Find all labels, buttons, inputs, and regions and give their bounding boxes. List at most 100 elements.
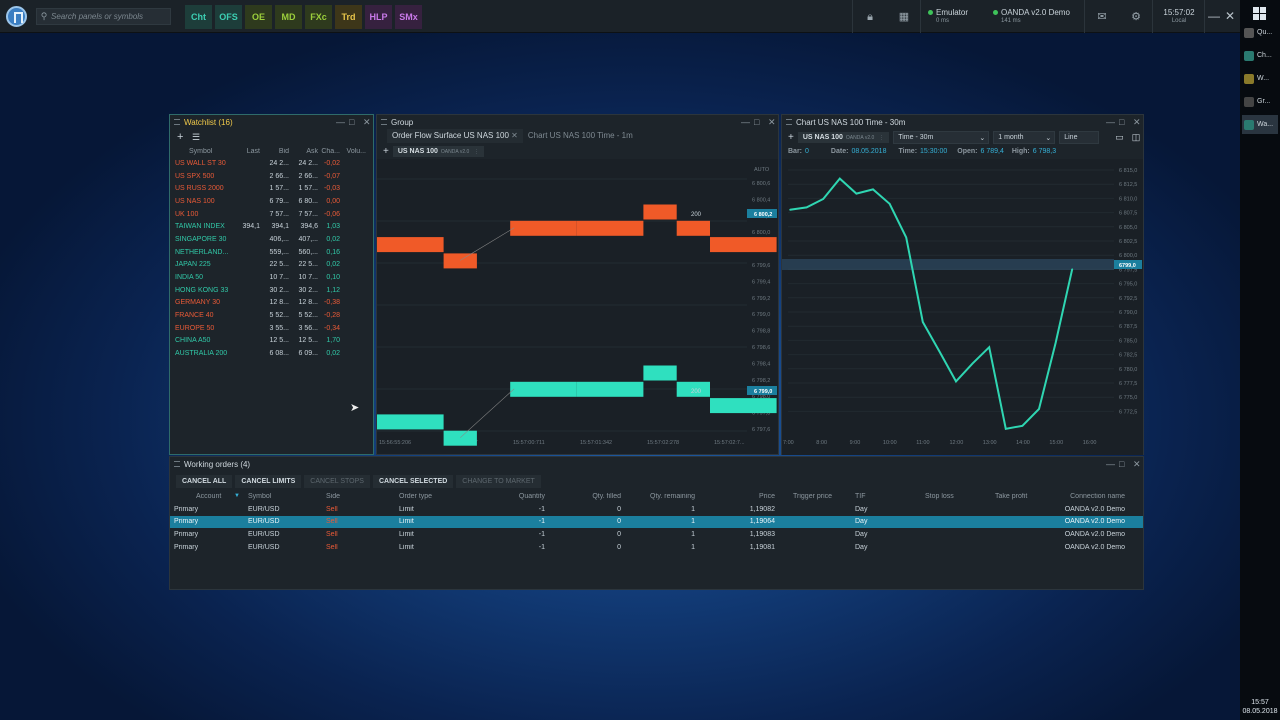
watchlist-row[interactable]: GERMANY 30 12 8... 12 8... -0,38 [170, 297, 373, 310]
panel-button-3[interactable]: MD [275, 5, 302, 29]
close-icon[interactable]: ✕ [768, 117, 776, 127]
minimize-icon[interactable]: — [336, 117, 345, 127]
messages-icon[interactable]: ✉ [1097, 11, 1107, 23]
watchlist-row[interactable]: TAIWAN INDEX 394,1 394,1 394,6 1,03 [170, 220, 373, 233]
maximize-icon[interactable]: □ [349, 117, 355, 127]
order-row[interactable]: Primary EUR/USD Sell Limit -1 0 1 1,19083 Day OAN… [170, 528, 1143, 541]
column-header[interactable]: Ask [306, 147, 318, 155]
column-header[interactable]: Bid [278, 147, 289, 155]
maximize-icon[interactable]: □ [1119, 117, 1125, 127]
watchlist-row[interactable]: US RUSS 2000 1 57... 1 57... -0,03 [170, 182, 373, 195]
panel-button-5[interactable]: Trd [335, 5, 362, 29]
panel-button-0[interactable]: Cht [185, 5, 212, 29]
column-header[interactable]: Take profit [995, 492, 1028, 500]
app-logo-icon[interactable] [6, 6, 27, 27]
drag-handle-icon[interactable] [381, 119, 387, 125]
column-header[interactable]: Symbol [189, 147, 213, 155]
watchlist-row[interactable]: US NAS 100 6 79... 6 80... 0,00 [170, 195, 373, 208]
filter-icon[interactable]: ▼ [234, 493, 240, 500]
minimize-icon[interactable]: — [1208, 9, 1220, 23]
column-header[interactable]: Last [246, 147, 260, 155]
order-flow-surface[interactable]: 6 800,66 800,46 800,26 800,06 799,86 799… [377, 159, 778, 454]
panel-button-7[interactable]: SMx [395, 5, 422, 29]
column-header[interactable]: Trigger price [793, 492, 833, 500]
taskbar-item[interactable]: Qu... [1242, 23, 1278, 42]
watchlist-row[interactable]: UK 100 7 57... 7 57... -0,06 [170, 208, 373, 221]
search-input[interactable] [51, 12, 169, 21]
list-settings-icon[interactable]: ☰ [192, 132, 201, 142]
order-action-button[interactable]: CANCEL SELECTED [372, 475, 454, 488]
watchlist-row[interactable]: NETHERLAND... 559,... 560,... 0,16 [170, 246, 373, 259]
drag-handle-icon[interactable] [174, 119, 180, 125]
timeframe-dropdown[interactable]: Time - 30m ⌄ [893, 130, 990, 144]
maximize-icon[interactable]: □ [1119, 459, 1125, 469]
order-row[interactable]: Primary EUR/USD Sell Limit -1 0 1 1,19081 Day OAN… [170, 541, 1143, 554]
watchlist-row[interactable]: SINGAPORE 30 406,... 407,... 0,02 [170, 233, 373, 246]
order-action-button[interactable]: CHANGE TO MARKET [456, 475, 541, 488]
add-symbol-icon[interactable]: + [177, 131, 184, 143]
windows-start-icon[interactable] [1253, 7, 1266, 20]
close-icon[interactable]: ✕ [1133, 459, 1141, 469]
column-header[interactable]: Volu... [346, 147, 366, 155]
close-icon[interactable]: ✕ [363, 117, 371, 127]
panel-button-1[interactable]: OFS [215, 5, 242, 29]
watchlist-row[interactable]: EUROPE 50 3 55... 3 56... -0,34 [170, 322, 373, 335]
style-dropdown[interactable]: Line [1059, 130, 1100, 144]
taskbar-item[interactable]: Gr... [1242, 92, 1278, 111]
column-header[interactable]: Order type [399, 492, 433, 500]
watchlist-row[interactable]: US SPX 500 2 66... 2 66... -0,07 [170, 170, 373, 183]
column-header[interactable]: Qty. filled [592, 492, 621, 500]
taskbar-item[interactable]: Ch... [1242, 46, 1278, 65]
more-icon[interactable]: ⋮ [474, 148, 480, 155]
taskbar-item[interactable]: W... [1242, 69, 1278, 88]
column-header[interactable]: Cha... [321, 147, 340, 155]
column-header[interactable]: Qty. remaining [650, 492, 695, 500]
lock-icon[interactable]: 🔒︎ [867, 11, 873, 23]
order-row[interactable]: Primary EUR/USD Sell Limit -1 0 1 1,19082 Day OAN… [170, 503, 1143, 516]
order-action-button[interactable]: CANCEL STOPS [304, 475, 370, 488]
column-header[interactable]: Symbol [248, 492, 272, 500]
connection-emulator[interactable]: Emulator 0 ms [928, 9, 968, 25]
range-dropdown[interactable]: 1 month ⌄ [993, 130, 1056, 144]
column-header[interactable]: Quantity [518, 492, 545, 500]
add-icon[interactable]: + [788, 131, 794, 143]
symbol-selector[interactable]: US NAS 100 OANDA v2.0 ⋮ [392, 145, 485, 157]
column-header[interactable]: Stop loss [925, 492, 954, 500]
maximize-icon[interactable]: □ [754, 117, 760, 127]
minimize-icon[interactable]: — [1106, 459, 1115, 469]
column-header[interactable]: TIF [855, 492, 866, 500]
watchlist-row[interactable]: INDIA 50 10 7... 10 7... 0,10 [170, 271, 373, 284]
watchlist-row[interactable]: US WALL ST 30 24 2... 24 2... -0,02 [170, 157, 373, 170]
column-header[interactable]: Account [196, 492, 222, 500]
close-icon[interactable]: ✕ [1225, 9, 1236, 23]
drag-handle-icon[interactable] [786, 119, 792, 125]
order-row[interactable]: Primary EUR/USD Sell Limit -1 0 1 1,19064 Day OAN… [170, 515, 1143, 529]
tab-order-flow-surface[interactable]: Order Flow Surface US NAS 100 ✕ [387, 129, 523, 143]
panel-button-6[interactable]: HLP [365, 5, 392, 29]
print-icon[interactable]: ▭ [1115, 131, 1124, 142]
symbol-selector[interactable]: US NAS 100 OANDA v2.0 ⋮ [797, 131, 890, 143]
taskbar-clock[interactable]: 15:57 08.05.2018 [1240, 698, 1280, 716]
column-header[interactable]: Price [759, 492, 775, 500]
watchlist-row[interactable]: AUSTRALIA 200 6 08... 6 09... 0,02 [170, 347, 373, 360]
add-icon[interactable]: + [383, 145, 389, 157]
minimize-icon[interactable]: — [1106, 117, 1115, 127]
sidebar-toggle-icon[interactable]: ◫ [1131, 131, 1141, 142]
panel-button-2[interactable]: OE [245, 5, 272, 29]
taskbar-item[interactable]: Wa... [1242, 115, 1278, 134]
watchlist-row[interactable]: HONG KONG 33 30 2... 30 2... 1,12 [170, 284, 373, 297]
column-header[interactable]: Side [326, 492, 341, 500]
connection-oanda[interactable]: OANDA v2.0 Demo 141 ms [993, 9, 1070, 25]
panel-button-4[interactable]: FXc [305, 5, 332, 29]
search-box[interactable]: ⚲ [36, 8, 171, 25]
column-header[interactable]: Connection name [1070, 492, 1125, 500]
watchlist-row[interactable]: JAPAN 225 22 5... 22 5... 0,02 [170, 259, 373, 272]
watchlist-row[interactable]: CHINA A50 12 5... 12 5... 1,70 [170, 335, 373, 348]
order-action-button[interactable]: CANCEL LIMITS [235, 475, 302, 488]
close-icon[interactable]: ✕ [1133, 117, 1141, 127]
workspace-layout-icon[interactable]: ▦ [898, 11, 910, 23]
price-chart[interactable]: 6 815,0 6 812,5 6 810,0 6 807,5 6 805,0 6 802… [782, 159, 1143, 455]
close-tab-icon[interactable]: ✕ [511, 131, 518, 140]
tab-chart-1m[interactable]: Chart US NAS 100 Time - 1m [527, 131, 633, 140]
settings-gear-icon[interactable]: ⚙ [1131, 11, 1141, 23]
